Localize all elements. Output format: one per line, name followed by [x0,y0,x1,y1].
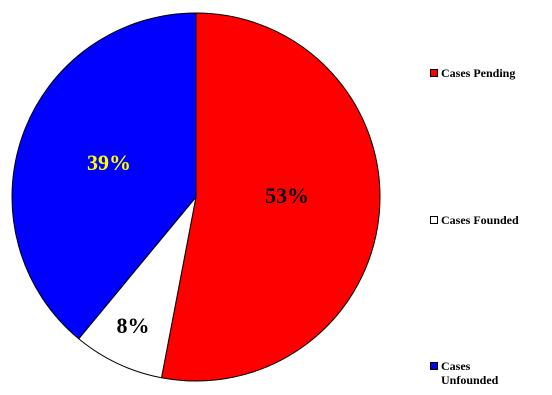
data-label-cases-unfounded: 39% [87,150,131,175]
legend-swatch [430,69,438,77]
legend-item-cases-pending: Cases Pending [430,66,541,80]
pie-slices [11,12,381,382]
pie-slice-cases-pending [160,12,381,382]
legend-label: Cases Unfounded [441,359,499,387]
data-label-cases-founded: 8% [117,313,150,338]
legend-label: Cases Founded [441,213,519,227]
legend-swatch [430,216,438,224]
pie-labels: 53% 8% 39% [87,150,309,338]
legend-item-cases-founded: Cases Founded [430,213,541,227]
pie-slice-cases-unfounded [11,12,197,340]
legend: Cases Pending Cases Founded Cases Unfoun… [430,0,552,395]
legend-item-cases-unfounded: Cases Unfounded [430,359,511,387]
legend-swatch [430,362,438,370]
pie-slice-cases-founded [78,196,197,379]
data-label-cases-pending: 53% [265,183,309,208]
legend-label: Cases Pending [441,66,516,80]
